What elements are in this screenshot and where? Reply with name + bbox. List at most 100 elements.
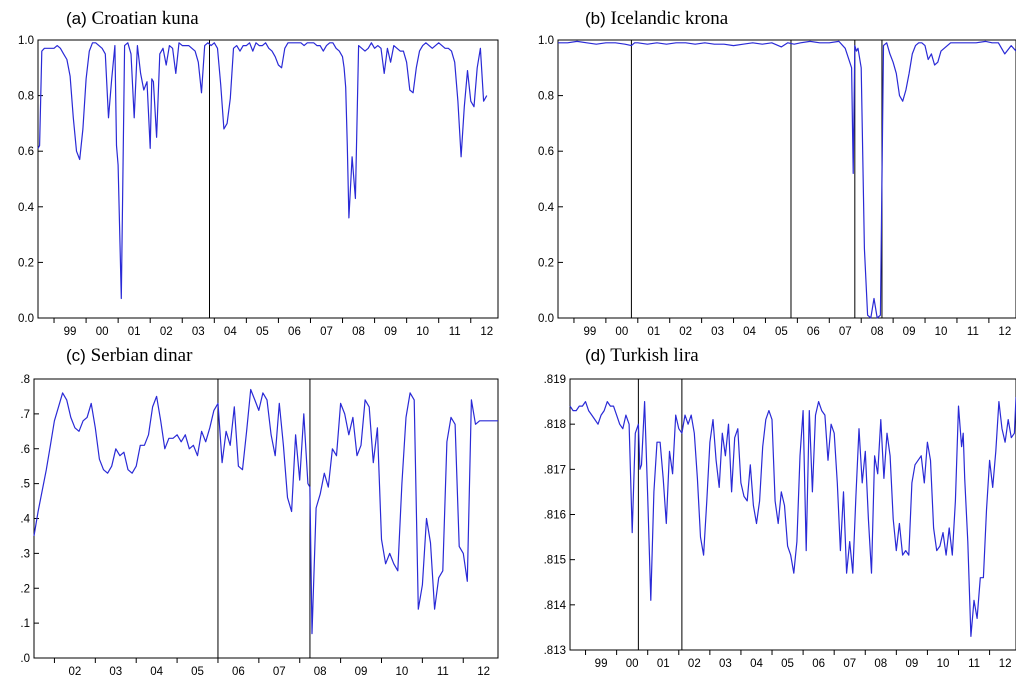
x-tick-label: 07 [839, 326, 852, 338]
x-tick-label: 08 [871, 326, 884, 338]
chart-icelandic-krona: 0.0 0.2 0.4 0.6 0.8 1.0 99 00 01 02 03 04 05 06 07 08 09… [538, 35, 1016, 338]
y-tick-label: .819 [544, 374, 566, 386]
y-tick-label: 0.4 [538, 202, 555, 214]
x-tick-label: 05 [256, 326, 269, 338]
panel-croatian-kuna: (a) Croatian kuna 0.0 0.2 0.4 0.6 0.8 1.0 99 00… [0, 0, 508, 339]
y-tick-label: 1.0 [538, 35, 554, 47]
x-tick-label: 99 [584, 326, 597, 338]
x-tick-label: 09 [903, 326, 916, 338]
panel-title: (a) Croatian kuna [66, 8, 199, 30]
x-tick-label: 05 [781, 658, 794, 670]
x-tick-label: 07 [273, 666, 286, 678]
plot-frame [33, 378, 499, 659]
x-tick-label: 02 [160, 326, 173, 338]
chart-croatian-kuna: 0.0 0.2 0.4 0.6 0.8 1.0 99 00 01 02 03 04 05 06 07 08 09… [18, 35, 499, 338]
y-tick-label: .3 [20, 548, 30, 560]
panel-icelandic-krona: (b) Icelandic krona 0.0 0.2 0.4 0.6 0.8 1.0 99… [508, 0, 1016, 339]
y-tick-label: .813 [544, 645, 566, 657]
chart-turkish-lira: .813 .814 .815 .816 .817 .818 .819 99 00 01 02 03 04… [544, 374, 1016, 670]
y-tick-label: 1.0 [18, 35, 34, 47]
y-tick-label: 0.0 [18, 313, 34, 325]
chart-title: Icelandic krona [610, 8, 729, 29]
x-tick-label: 07 [843, 658, 856, 670]
y-tick-label: .814 [544, 600, 567, 612]
x-tick-label: 04 [150, 666, 163, 678]
x-tick-label: 04 [750, 658, 763, 670]
x-tick-label: 03 [109, 666, 122, 678]
panel-title: (b) Icelandic krona [585, 8, 728, 30]
panel-serbian-dinar: (c) Serbian dinar .0 .1 .2 .3 .4 .5 .6 .7 .8 02 03… [0, 339, 508, 678]
x-tick-label: 06 [232, 666, 245, 678]
series-line [558, 40, 1016, 319]
x-tick-label: 04 [224, 326, 237, 338]
panel-title: (c) Serbian dinar [66, 345, 192, 367]
y-tick-label: .5 [20, 479, 30, 491]
x-tick-label: 06 [812, 658, 825, 670]
x-tick-label: 07 [320, 326, 333, 338]
x-tick-label: 12 [999, 658, 1012, 670]
chart-title: Turkish lira [610, 345, 699, 366]
y-tick-label: 0.2 [18, 257, 34, 269]
y-tick-label: .816 [544, 510, 566, 522]
x-tick-label: 11 [449, 326, 461, 338]
y-tick-label: .817 [544, 464, 566, 476]
x-tick-label: 99 [64, 326, 77, 338]
x-tick-label: 10 [937, 658, 950, 670]
panel-label: (c) [66, 346, 86, 365]
x-tick-label: 03 [719, 658, 732, 670]
x-tick-label: 12 [477, 666, 490, 678]
x-tick-label: 00 [615, 326, 628, 338]
y-tick-label: .2 [20, 583, 30, 595]
x-tick-label: 02 [688, 658, 701, 670]
y-tick-label: 0.2 [538, 257, 554, 269]
x-tick-label: 06 [288, 326, 301, 338]
x-tick-label: 09 [384, 326, 397, 338]
plot-frame [557, 39, 1016, 319]
x-tick-label: 09 [355, 666, 368, 678]
chart-title: Croatian kuna [91, 8, 199, 29]
y-tick-label: .1 [20, 618, 30, 630]
y-tick-label: .7 [20, 409, 30, 421]
x-tick-label: 10 [416, 326, 429, 338]
y-tick-label: .8 [20, 374, 30, 386]
x-tick-label: 08 [874, 658, 887, 670]
series-line [569, 397, 1016, 637]
x-tick-label: 09 [905, 658, 918, 670]
y-tick-label: .815 [544, 555, 566, 567]
y-tick-label: 0.4 [18, 202, 35, 214]
x-tick-label: 06 [807, 326, 820, 338]
x-tick-label: 12 [480, 326, 493, 338]
chart-title: Serbian dinar [90, 345, 193, 366]
panel-title: (d) Turkish lira [585, 345, 699, 367]
x-tick-label: 10 [935, 326, 948, 338]
plot-frame [569, 378, 1016, 651]
x-tick-label: 00 [96, 326, 109, 338]
y-tick-label: 0.8 [538, 91, 554, 103]
x-tick-label: 05 [775, 326, 788, 338]
series-line [37, 42, 488, 300]
x-tick-label: 11 [437, 666, 449, 678]
x-tick-label: 01 [128, 326, 141, 338]
y-tick-label: .4 [20, 514, 30, 526]
y-tick-label: .0 [20, 653, 30, 665]
y-tick-label: .6 [20, 444, 30, 456]
panel-label: (a) [66, 9, 87, 28]
panel-label: (d) [585, 346, 606, 365]
x-tick-label: 08 [352, 326, 365, 338]
panel-turkish-lira: (d) Turkish lira .813 .814 .815 .816 .817 .81… [508, 339, 1016, 678]
x-tick-label: 04 [743, 326, 756, 338]
x-tick-label: 12 [998, 326, 1011, 338]
y-tick-label: .818 [544, 419, 566, 431]
y-tick-label: 0.0 [538, 313, 554, 325]
x-tick-label: 03 [192, 326, 205, 338]
x-tick-label: 03 [711, 326, 724, 338]
x-tick-label: 05 [191, 666, 204, 678]
y-tick-label: 0.6 [18, 146, 34, 158]
y-tick-label: 0.8 [18, 91, 34, 103]
x-tick-label: 01 [657, 658, 670, 670]
x-tick-label: 11 [968, 658, 980, 670]
x-tick-label: 01 [647, 326, 660, 338]
x-tick-label: 10 [396, 666, 409, 678]
series-line [33, 388, 498, 635]
x-tick-label: 08 [314, 666, 327, 678]
